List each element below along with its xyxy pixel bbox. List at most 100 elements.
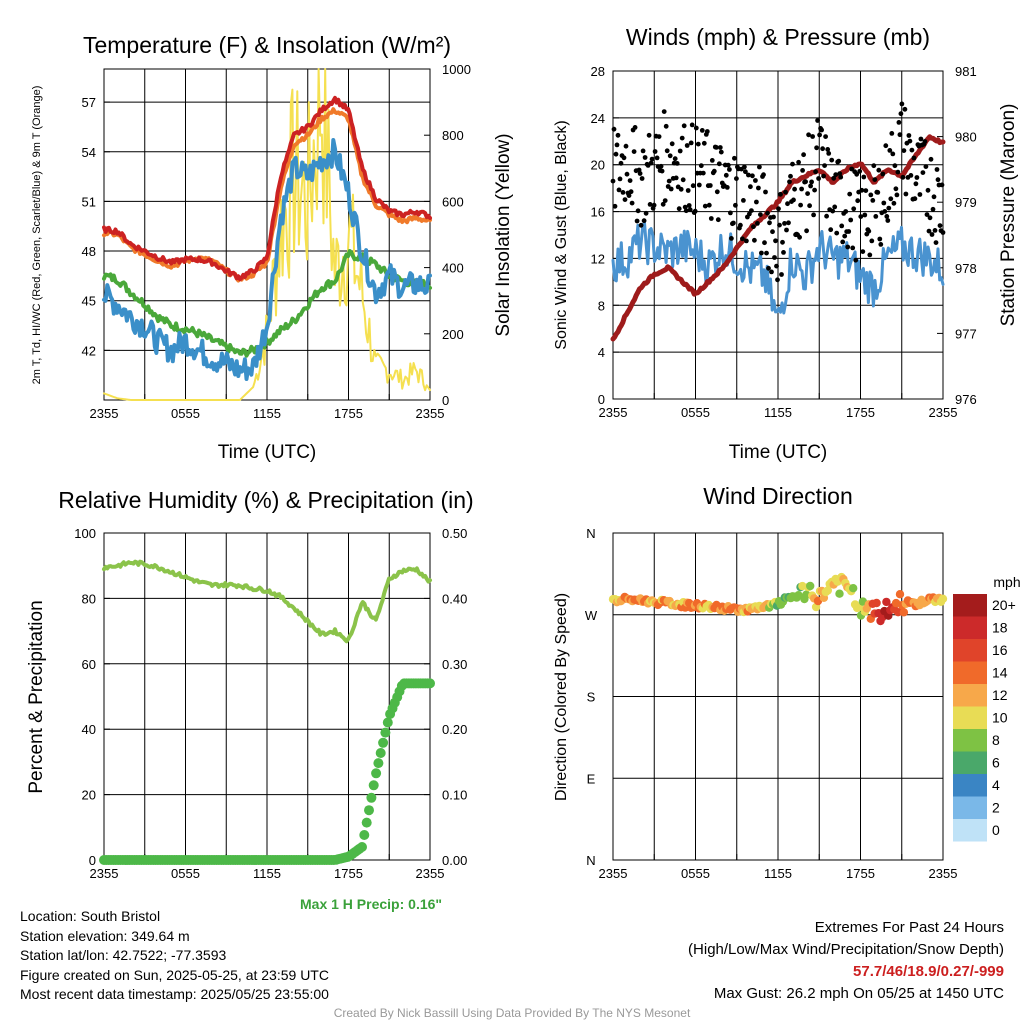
wind-gust-point: [800, 168, 805, 173]
wind-gust-point: [626, 193, 632, 199]
temperature-x-tick-label: 1155: [253, 406, 281, 421]
wind-gust-point: [927, 215, 933, 221]
wind-gust-point: [775, 277, 780, 283]
humidity-y-axis-label: Percent & Precipitation: [26, 600, 47, 793]
temperature-y2-axis-label: Solar Insolation (Yellow): [493, 133, 514, 336]
wind-gust-point: [631, 149, 637, 155]
humidity-y2-tick-label: 0.10: [442, 788, 467, 803]
wind-gust-point: [820, 146, 825, 152]
wind-gust-point: [774, 263, 779, 269]
wind-gust-point: [706, 202, 712, 208]
wind-gust-point: [661, 109, 667, 114]
speed-legend-label: 0: [992, 822, 1000, 838]
wind-gust-point: [727, 167, 732, 172]
wind-gust-point: [728, 210, 733, 216]
wind-gust-point: [634, 218, 640, 224]
wind-gust-point: [785, 201, 790, 207]
wind-gust-point: [686, 203, 692, 208]
temperature-2m-red-line: [102, 95, 432, 282]
wind-gust-point: [786, 220, 791, 226]
temperature-x-tick-label: 2355: [416, 406, 445, 421]
wind-gust-point: [848, 217, 854, 223]
temperature-y2-tick-label: 600: [442, 194, 464, 209]
wind-gust-point: [683, 208, 689, 214]
winds-y-tick-label: 4: [598, 345, 605, 360]
created-text: Figure created on Sun, 2025-05-25, at 23…: [20, 966, 329, 983]
wind-gust-point: [667, 153, 673, 159]
wind-gust-point: [882, 209, 888, 214]
precipitation-point: [366, 792, 377, 803]
wind-gust-point: [718, 149, 724, 155]
wind-gust-point: [929, 232, 935, 237]
speed-legend-label: 12: [992, 687, 1008, 703]
wind-gust-point: [804, 228, 809, 234]
wind-gust-point: [782, 221, 787, 226]
wind-gust-point: [903, 191, 909, 197]
wind-gust-point: [765, 210, 770, 216]
wind-gust-point: [889, 131, 895, 136]
winds-y-tick-label: 0: [598, 392, 605, 407]
wind-gust-point: [658, 163, 664, 169]
max-gust-text: Max Gust: 26.2 mph On 05/25 at 1450 UTC: [713, 985, 1004, 1002]
wind-gust-point: [748, 184, 753, 190]
sonic-wind-line: [611, 221, 945, 315]
wind-gust-point: [845, 244, 851, 250]
wind-gust-point: [822, 163, 827, 169]
wind-gust-point: [871, 163, 877, 169]
winds-y-tick-label: 20: [591, 158, 605, 173]
wind-gust-point: [733, 202, 738, 208]
wind-gust-point: [753, 178, 758, 183]
wind-gust-point: [713, 145, 719, 150]
wind-gust-point: [908, 173, 914, 178]
solar-insolation-line: [103, 68, 431, 401]
speed-legend-label: 14: [992, 665, 1008, 681]
speed-legend-swatch: [953, 819, 987, 842]
wind-gust-point: [784, 227, 789, 233]
wind-direction-point: [899, 608, 909, 617]
wind-gust-point: [759, 250, 764, 256]
wind-gust-point: [750, 173, 755, 179]
winds-x-tick-label: 2355: [929, 405, 958, 420]
humidity-x-tick-label: 1155: [253, 866, 281, 881]
winds-y-tick-label: 28: [591, 64, 605, 79]
wind-gust-point: [685, 188, 691, 193]
wind-gust-point: [662, 198, 668, 204]
direction-plot-area: 2355 0555 1155 1755 2355 N E S W N: [585, 526, 958, 881]
wind-gust-point: [869, 238, 875, 244]
wind-gust-point: [700, 170, 706, 176]
wind-gust-point: [754, 199, 759, 205]
wind-gust-point: [803, 179, 808, 185]
wind-gust-point: [654, 155, 660, 161]
wind-gust-point: [881, 200, 887, 206]
humidity-y-tick-label: 60: [82, 657, 96, 672]
humidity-y2-tick-label: 0.00: [442, 853, 467, 868]
speed-legend-swatch: [953, 796, 987, 819]
wind-gust-point: [637, 171, 643, 176]
direction-y-tick-label: N: [586, 853, 595, 868]
direction-y-tick-label: W: [585, 608, 598, 623]
wind-gust-point: [937, 223, 943, 229]
wind-gust-point: [791, 197, 796, 203]
wind-gust-point: [886, 205, 892, 211]
wind-gust-point: [861, 174, 867, 180]
speed-legend-swatch: [953, 616, 987, 639]
wind-gust-point: [854, 171, 860, 177]
wind-gust-point: [647, 202, 653, 207]
winds-y-axis-label: Sonic Wind & Gust (Blue, Black): [553, 120, 570, 349]
wind-gust-point: [687, 207, 693, 213]
wind-gust-point: [781, 250, 786, 255]
wind-gust-point: [787, 179, 792, 185]
wind-gust-point: [624, 171, 630, 177]
wind-gust-point: [842, 233, 848, 239]
wind-gust-point: [834, 230, 840, 236]
wind-gust-point: [664, 148, 670, 154]
wind-gust-point: [887, 148, 893, 153]
wind-gust-point: [724, 185, 730, 190]
wind-gust-point: [940, 230, 946, 235]
wind-gust-point: [932, 228, 938, 233]
wind-gust-point: [629, 200, 635, 206]
wind-gust-point: [878, 242, 884, 247]
precipitation-point: [373, 758, 384, 769]
wind-gust-point: [888, 196, 894, 202]
wind-gust-point: [627, 178, 633, 184]
